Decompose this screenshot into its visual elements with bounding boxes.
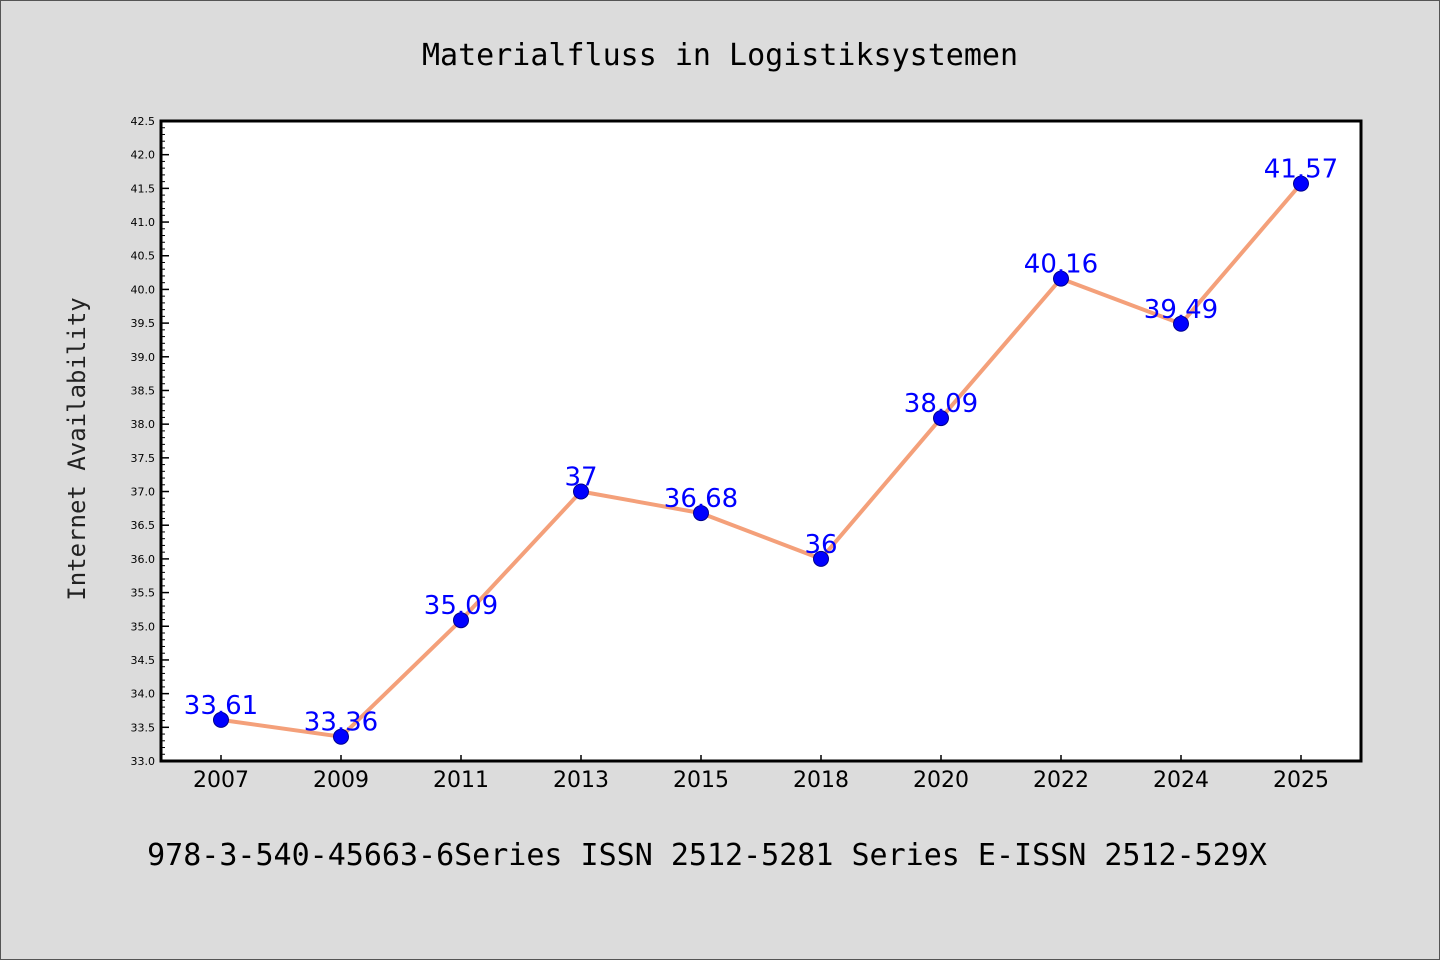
data-label: 35.09 — [424, 591, 498, 621]
y-tick-label: 33.5 — [131, 721, 156, 734]
data-point — [1293, 175, 1309, 192]
y-tick-label: 41.5 — [131, 182, 156, 195]
y-tick-label: 34.0 — [131, 688, 156, 701]
data-point — [453, 612, 469, 629]
y-tick-label: 36.5 — [131, 519, 156, 532]
data-point — [933, 410, 949, 427]
y-axis: 33.0 33.5 34.0 34.5 35.0 35.5 36.0 36.5 37.0 37.5… — [131, 115, 169, 768]
data-label: 36.68 — [664, 484, 738, 514]
y-tick-label: 38.5 — [131, 384, 156, 397]
x-tick-label: 2018 — [793, 768, 849, 793]
y-tick-label: 42.0 — [131, 149, 156, 162]
x-tick-label: 2015 — [673, 768, 729, 793]
footer-isbn: 978-3-540-45663-6Series ISSN 2512-5281 S… — [147, 838, 1267, 873]
y-tick-label: 39.0 — [131, 351, 156, 364]
data-point — [1173, 315, 1189, 332]
data-label: 36 — [804, 530, 837, 560]
data-labels: 33.61 33.36 35.09 37 36.68 36 38.09 40.16 39.49 4… — [184, 155, 1338, 738]
data-points — [213, 175, 1309, 745]
data-label: 33.36 — [304, 708, 378, 738]
x-tick-label: 2011 — [433, 768, 489, 793]
y-tick-label: 35.0 — [131, 620, 156, 633]
y-tick-label: 35.5 — [131, 587, 156, 600]
x-tick-label: 2020 — [913, 768, 969, 793]
x-tick-label: 2013 — [553, 768, 609, 793]
y-tick-label: 33.0 — [131, 755, 156, 768]
x-tick-label: 2007 — [193, 768, 249, 793]
y-tick-label: 42.5 — [131, 115, 156, 128]
y-tick-label: 38.0 — [131, 418, 156, 431]
y-tick-label: 37.5 — [131, 452, 156, 465]
data-label: 41.57 — [1264, 155, 1338, 185]
y-tick-label: 39.5 — [131, 317, 156, 330]
y-tick-label: 36.0 — [131, 553, 156, 566]
data-point — [813, 550, 829, 567]
x-tick-label: 2025 — [1273, 768, 1329, 793]
data-label: 39.49 — [1144, 295, 1218, 325]
x-axis: 2007 2009 2011 2013 2015 2018 2020 2022 2024 2025 — [193, 755, 1329, 793]
y-tick-label: 34.5 — [131, 654, 156, 667]
data-label: 38.09 — [904, 389, 978, 419]
data-point — [693, 505, 709, 522]
chart-title: Materialfluss in Logistiksystemen — [422, 38, 1018, 73]
y-tick-label: 41.0 — [131, 216, 156, 229]
plot-area — [159, 119, 1363, 763]
series-line — [220, 182, 1303, 739]
x-tick-label: 2009 — [313, 768, 369, 793]
data-point — [1053, 270, 1069, 287]
data-point — [333, 728, 349, 745]
data-label: 40.16 — [1024, 250, 1098, 280]
data-point — [213, 711, 229, 728]
data-point — [573, 483, 589, 500]
y-axis-label: Internet Availability — [63, 297, 91, 600]
data-label: 37 — [564, 463, 597, 493]
x-tick-label: 2022 — [1033, 768, 1089, 793]
y-tick-label: 40.5 — [131, 250, 156, 263]
y-tick-label: 37.0 — [131, 486, 156, 499]
data-label: 33.61 — [184, 691, 258, 721]
y-tick-label: 40.0 — [131, 283, 156, 296]
x-tick-label: 2024 — [1153, 768, 1209, 793]
